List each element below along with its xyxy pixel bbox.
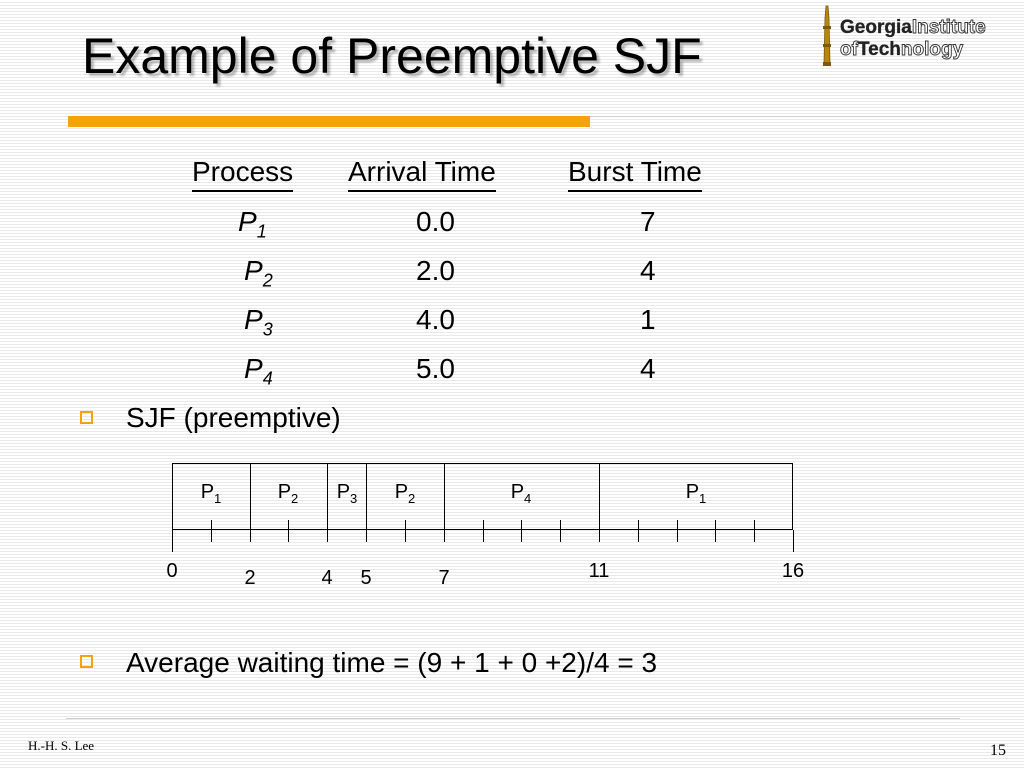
gantt-time-tick [211,520,212,542]
gantt-time-label: 0 [166,560,178,582]
gantt-segment-label: P3 [336,481,358,506]
gantt-end-tick [172,530,173,552]
gantt-time-tick [366,520,367,542]
gantt-time-label: 4 [321,567,333,589]
gantt-segment-label: P2 [394,481,416,506]
logo-line1-bold: Georgia [840,17,912,38]
gantt-divider [366,463,367,530]
row-2-burst: 4 [640,255,656,286]
slide-title: Example of Preemptive SJF [82,28,702,84]
gantt-time-label: 5 [360,567,372,589]
header-arrival-time: Arrival Time [348,154,496,192]
gantt-time-tick [754,520,755,542]
row-4-arrival: 5.0 [416,353,455,384]
gantt-time-label: 11 [588,560,610,582]
row-1-process: P1 [238,206,267,242]
gantt-time-tick [677,520,678,542]
logo-line1-rest: Institute [912,17,986,38]
gantt-time-tick [483,520,484,542]
header-burst-time: Burst Time [568,154,702,192]
bullet-square-icon [80,655,93,668]
title-divider-line [590,116,960,117]
gantt-segment-label: P1 [200,481,222,506]
row-3-burst: 1 [640,304,656,335]
georgia-tech-logo-icon: GeorgiaInstitute ofTechnology [823,5,986,66]
gantt-segment-label: P1 [685,481,707,506]
logo-line2-pre: of [840,39,859,60]
gantt-time-tick [715,520,716,542]
row-2-arrival: 2.0 [416,255,455,286]
row-3-arrival: 4.0 [416,304,455,335]
svg-text:ofTechnology: ofTechnology [840,39,964,60]
header-process: Process [192,154,294,192]
gantt-divider [599,463,600,530]
gantt-segment-label: P2 [277,481,299,506]
row-4-burst: 4 [640,353,656,384]
gantt-time-label: 7 [438,567,450,589]
gantt-time-tick [560,520,561,542]
gantt-time-tick [599,520,600,542]
gantt-time-tick [250,520,251,542]
gantt-time-label: 2 [244,567,256,589]
gantt-time-tick [638,520,639,542]
gantt-end-tick [793,530,794,552]
row-3-process: P3 [244,304,273,340]
gantt-segment-label: P4 [510,481,532,506]
title-accent-bar [68,116,590,127]
gantt-time-label: 16 [781,560,805,582]
gantt-time-tick [444,520,445,542]
row-1-burst: 7 [640,206,656,237]
bullet-sjf-preemptive: SJF (preemptive) [126,402,341,433]
gantt-divider [444,463,445,530]
gantt-time-tick [327,520,328,542]
gantt-time-tick [288,520,289,542]
page-number: 15 [990,742,1006,759]
svg-text:GeorgiaInstitute: GeorgiaInstitute [840,17,986,38]
logo-line2-rest: nology [901,39,964,60]
row-1-arrival: 0.0 [416,206,455,237]
gantt-divider [327,463,328,530]
row-4-process: P4 [244,353,273,389]
footer-author: H.-H. S. Lee [28,738,95,753]
gantt-time-tick [405,520,406,542]
row-2-process: P2 [244,255,273,291]
gantt-chart [172,463,793,530]
georgia-tech-logo: GeorgiaInstitute ofTechnology [818,4,1014,70]
bullet-average-waiting-time: Average waiting time = (9 + 1 + 0 +2)/4 … [126,647,658,678]
footer-divider-line [66,718,960,719]
gantt-time-tick [521,520,522,542]
gantt-divider [250,463,251,530]
logo-line2-bold: Tech [858,39,901,60]
bullet-square-icon [80,411,93,424]
